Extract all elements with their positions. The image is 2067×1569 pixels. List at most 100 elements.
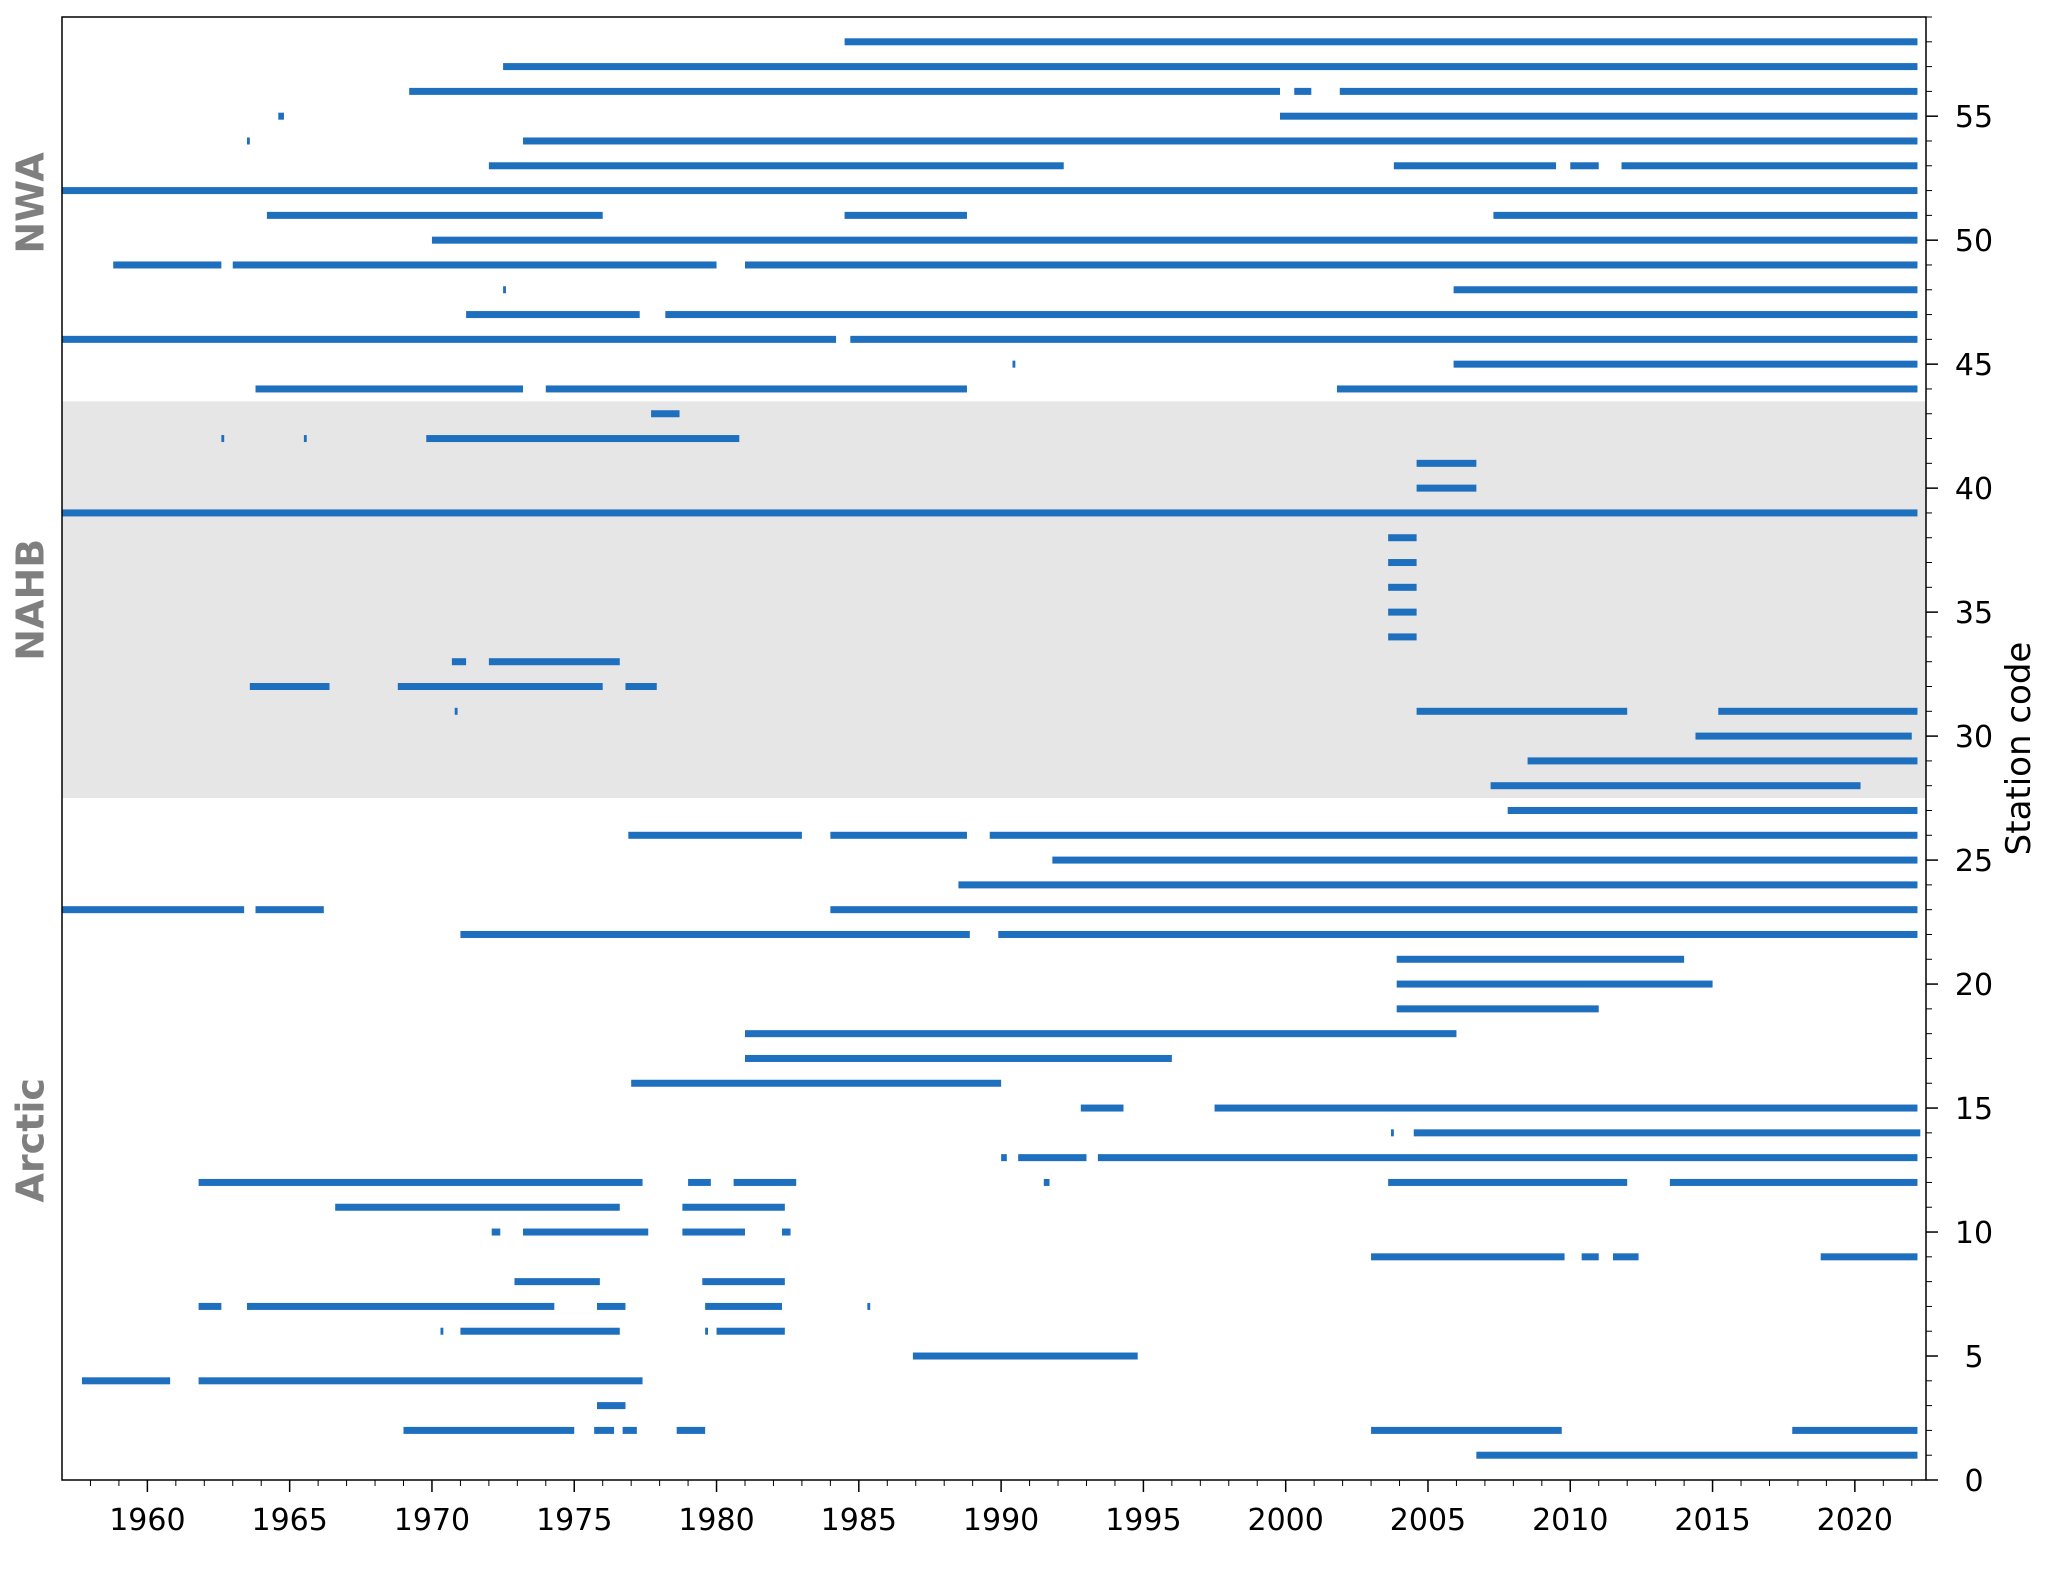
x-tick-label: 1985 [821,1503,897,1538]
x-tick-label: 1990 [963,1503,1039,1538]
x-tick-label: 2000 [1248,1503,1324,1538]
station-36-period-0 [1388,583,1417,591]
station-16-period-0 [631,1079,1002,1087]
station-15-period-0 [1080,1104,1124,1112]
station-37-period-0 [1388,559,1417,567]
station-8-period-1 [702,1278,785,1286]
region-label-nahb: NAHB [9,539,53,661]
station-26-period-2 [989,831,1918,839]
station-14-period-1 [1413,1129,1921,1137]
station-2-period-3 [676,1426,706,1434]
station-9-period-1 [1581,1253,1599,1261]
station-9-period-3 [1820,1253,1918,1261]
station-10-period-0 [491,1228,501,1236]
station-13-period-0 [1001,1154,1007,1162]
station-13-period-1 [1018,1154,1087,1162]
station-23-period-2 [830,906,1918,914]
station-42-period-1 [303,435,307,443]
station-50-period-0 [431,236,1918,244]
station-12-period-5 [1669,1178,1918,1186]
station-18-period-0 [744,1030,1457,1038]
station-31-period-0 [454,707,458,715]
station-54-period-0 [246,137,250,145]
station-9-period-2 [1612,1253,1639,1261]
station-2-period-5 [1792,1426,1918,1434]
station-53-period-1 [1393,162,1557,170]
station-22-period-0 [460,930,970,938]
station-33-period-0 [451,658,467,666]
region-shade-nahb [62,401,1926,799]
station-7-period-2 [597,1302,626,1310]
station-2-period-0 [403,1426,575,1434]
station-53-period-0 [488,162,1064,170]
station-12-period-4 [1388,1178,1628,1186]
station-44-period-2 [1336,385,1918,393]
station-13-period-2 [1097,1154,1918,1162]
station-51-period-2 [1493,211,1918,219]
station-38-period-0 [1388,534,1417,542]
station-17-period-0 [744,1054,1172,1062]
station-8-period-0 [514,1278,600,1286]
station-2-period-1 [594,1426,615,1434]
x-axis: 1960 1965 1970 1975 1980 1985 1990 1995 2000 2005… [89,1480,1913,1538]
station-56-period-1 [1294,87,1312,95]
y-axis-title: Station code [1999,642,2039,856]
station-6-period-2 [705,1327,708,1335]
y-tick-label: 15 [1955,1092,1993,1127]
station-29-period-0 [1527,757,1918,765]
y-tick-label: 25 [1955,844,1993,879]
station-6-period-1 [460,1327,620,1335]
station-19-period-0 [1396,1005,1599,1013]
y-tick-label: 40 [1955,472,1993,507]
station-27-period-0 [1507,806,1918,814]
station-22-period-1 [998,930,1918,938]
x-tick-label: 2005 [1390,1503,1466,1538]
station-32-period-2 [625,683,657,691]
y-tick-label: 55 [1955,100,1993,135]
station-39-period-0 [62,509,1918,517]
station-21-period-0 [1396,955,1685,963]
station-51-period-0 [266,211,603,219]
station-35-period-0 [1388,608,1417,616]
station-32-period-1 [397,683,603,691]
station-52-period-0 [62,187,1918,195]
station-3-period-0 [597,1402,626,1410]
station-6-period-3 [716,1327,785,1335]
x-tick-label: 1970 [394,1503,470,1538]
station-6-period-0 [440,1327,444,1335]
y-tick-label: 45 [1955,348,1993,383]
station-15-period-1 [1214,1104,1918,1112]
station-58-period-0 [844,38,1918,46]
station-42-period-0 [221,435,225,443]
station-56-period-2 [1339,87,1918,95]
station-51-period-1 [844,211,967,219]
region-labels: NWA NAHB Arctic [9,152,53,1203]
station-26-period-0 [628,831,802,839]
station-49-period-1 [232,261,717,269]
station-54-period-1 [523,137,1918,145]
region-label-arctic: Arctic [9,1078,53,1202]
station-56-period-0 [409,87,1281,95]
region-label-nwa: NWA [9,152,53,254]
station-24-period-0 [958,881,1918,889]
x-tick-label: 1975 [536,1503,612,1538]
x-tick-label: 1960 [109,1503,185,1538]
station-9-period-0 [1371,1253,1565,1261]
station-55-period-0 [278,112,284,120]
y-tick-label: 20 [1955,968,1993,1003]
station-45-period-0 [1012,360,1016,368]
station-42-period-2 [426,435,740,443]
x-tick-label: 1980 [678,1503,754,1538]
y-axis: 0 5 10 15 20 25 30 35 40 45 50 55 [1926,16,1993,1499]
x-tick-label: 2015 [1674,1503,1750,1538]
station-31-period-2 [1718,707,1918,715]
station-20-period-0 [1396,980,1713,988]
station-25-period-0 [1052,856,1918,864]
station-7-period-0 [198,1302,222,1310]
y-tick-label: 10 [1955,1216,1993,1251]
station-12-period-1 [688,1178,711,1186]
station-33-period-1 [488,658,620,666]
station-7-period-1 [246,1302,555,1310]
station-43-period-0 [651,410,680,418]
